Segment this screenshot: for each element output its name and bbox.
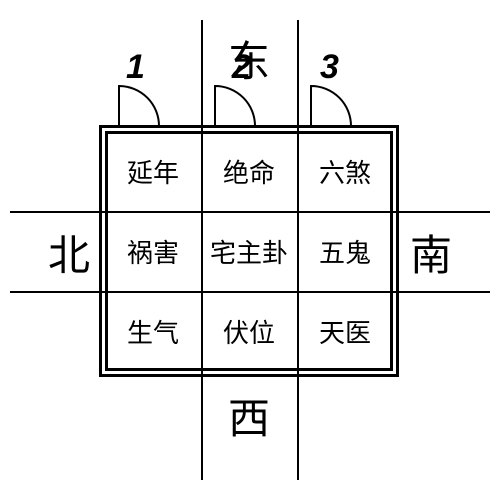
cell-r0c1: 绝命 [201, 131, 297, 211]
cell-r1c0: 祸害 [105, 211, 201, 291]
cell-r2c0: 生气 [105, 291, 201, 371]
cell-r1c1: 宅主卦 [201, 211, 297, 291]
door-icon-3 [310, 85, 354, 127]
door-number-1: 1 [126, 48, 145, 87]
cell-r2c2: 天医 [297, 291, 393, 371]
cell-r0c0: 延年 [105, 131, 201, 211]
door-number-2: 2 [232, 48, 251, 87]
diagram-canvas: 东 西 北 南 1 2 3 延年 绝命 六煞 祸害 宅主卦 五鬼 生气 伏位 天… [0, 0, 501, 500]
west-label: 西 [228, 385, 270, 446]
north-label: 北 [48, 222, 90, 283]
door-number-3: 3 [320, 48, 339, 87]
door-icon-1 [118, 85, 162, 127]
cell-r1c2: 五鬼 [297, 211, 393, 291]
south-label: 南 [410, 222, 452, 283]
cell-r2c1: 伏位 [201, 291, 297, 371]
cell-r0c2: 六煞 [297, 131, 393, 211]
door-icon-2 [214, 85, 258, 127]
